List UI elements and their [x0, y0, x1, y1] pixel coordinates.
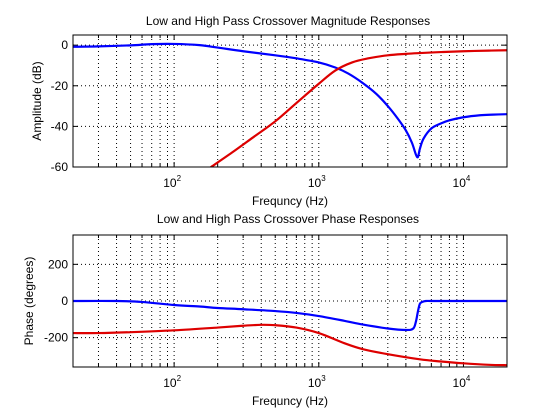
- magnitude-y-tick-label: -60: [51, 160, 69, 174]
- magnitude-plot-frame: [72, 34, 508, 168]
- magnitude-plot-area: [72, 34, 508, 168]
- phase-grid: [73, 235, 507, 367]
- magnitude-ticks: 0 -20 -40 -60 102 103 104: [51, 35, 507, 190]
- magnitude-chart: Low and High Pass Crossover Magnitude Re…: [30, 14, 508, 208]
- phase-y-tick-label: -200: [44, 331, 68, 345]
- magnitude-x-tick-label: 104: [453, 174, 471, 190]
- phase-chart: Low and High Pass Crossover Phase Respon…: [22, 212, 508, 408]
- magnitude-y-tick-label: -40: [51, 119, 69, 133]
- magnitude-y-axis-label: Amplitude (dB): [30, 61, 44, 140]
- phase-chart-title: Low and High Pass Crossover Phase Respon…: [157, 212, 419, 226]
- magnitude-x-axis-label: Frequncy (Hz): [252, 194, 328, 208]
- phase-x-tick-label: 103: [308, 374, 326, 390]
- phase-x-tick-label: 104: [453, 374, 471, 390]
- magnitude-series: [73, 42, 507, 167]
- magnitude-x-tick-label: 103: [308, 174, 326, 190]
- phase-series: [73, 299, 507, 367]
- phase-x-tick-label: 102: [163, 374, 181, 390]
- phase-x-axis-label: Frequncy (Hz): [252, 394, 328, 408]
- magnitude-x-tick-label: 102: [163, 174, 181, 190]
- magnitude-y-tick-label: 0: [61, 38, 68, 52]
- magnitude-series-red-line: [209, 49, 507, 167]
- phase-y-tick-label: 0: [61, 294, 68, 308]
- phase-plot-frame: [72, 234, 508, 368]
- magnitude-series-blue-line: [73, 42, 507, 159]
- magnitude-y-tick-label: -20: [51, 79, 69, 93]
- phase-y-axis-label: Phase (degrees): [22, 257, 36, 346]
- magnitude-chart-title: Low and High Pass Crossover Magnitude Re…: [146, 14, 430, 28]
- phase-y-tick-label: 200: [48, 257, 68, 271]
- phase-series-red-line: [73, 323, 507, 367]
- phase-series-blue-line: [73, 299, 507, 332]
